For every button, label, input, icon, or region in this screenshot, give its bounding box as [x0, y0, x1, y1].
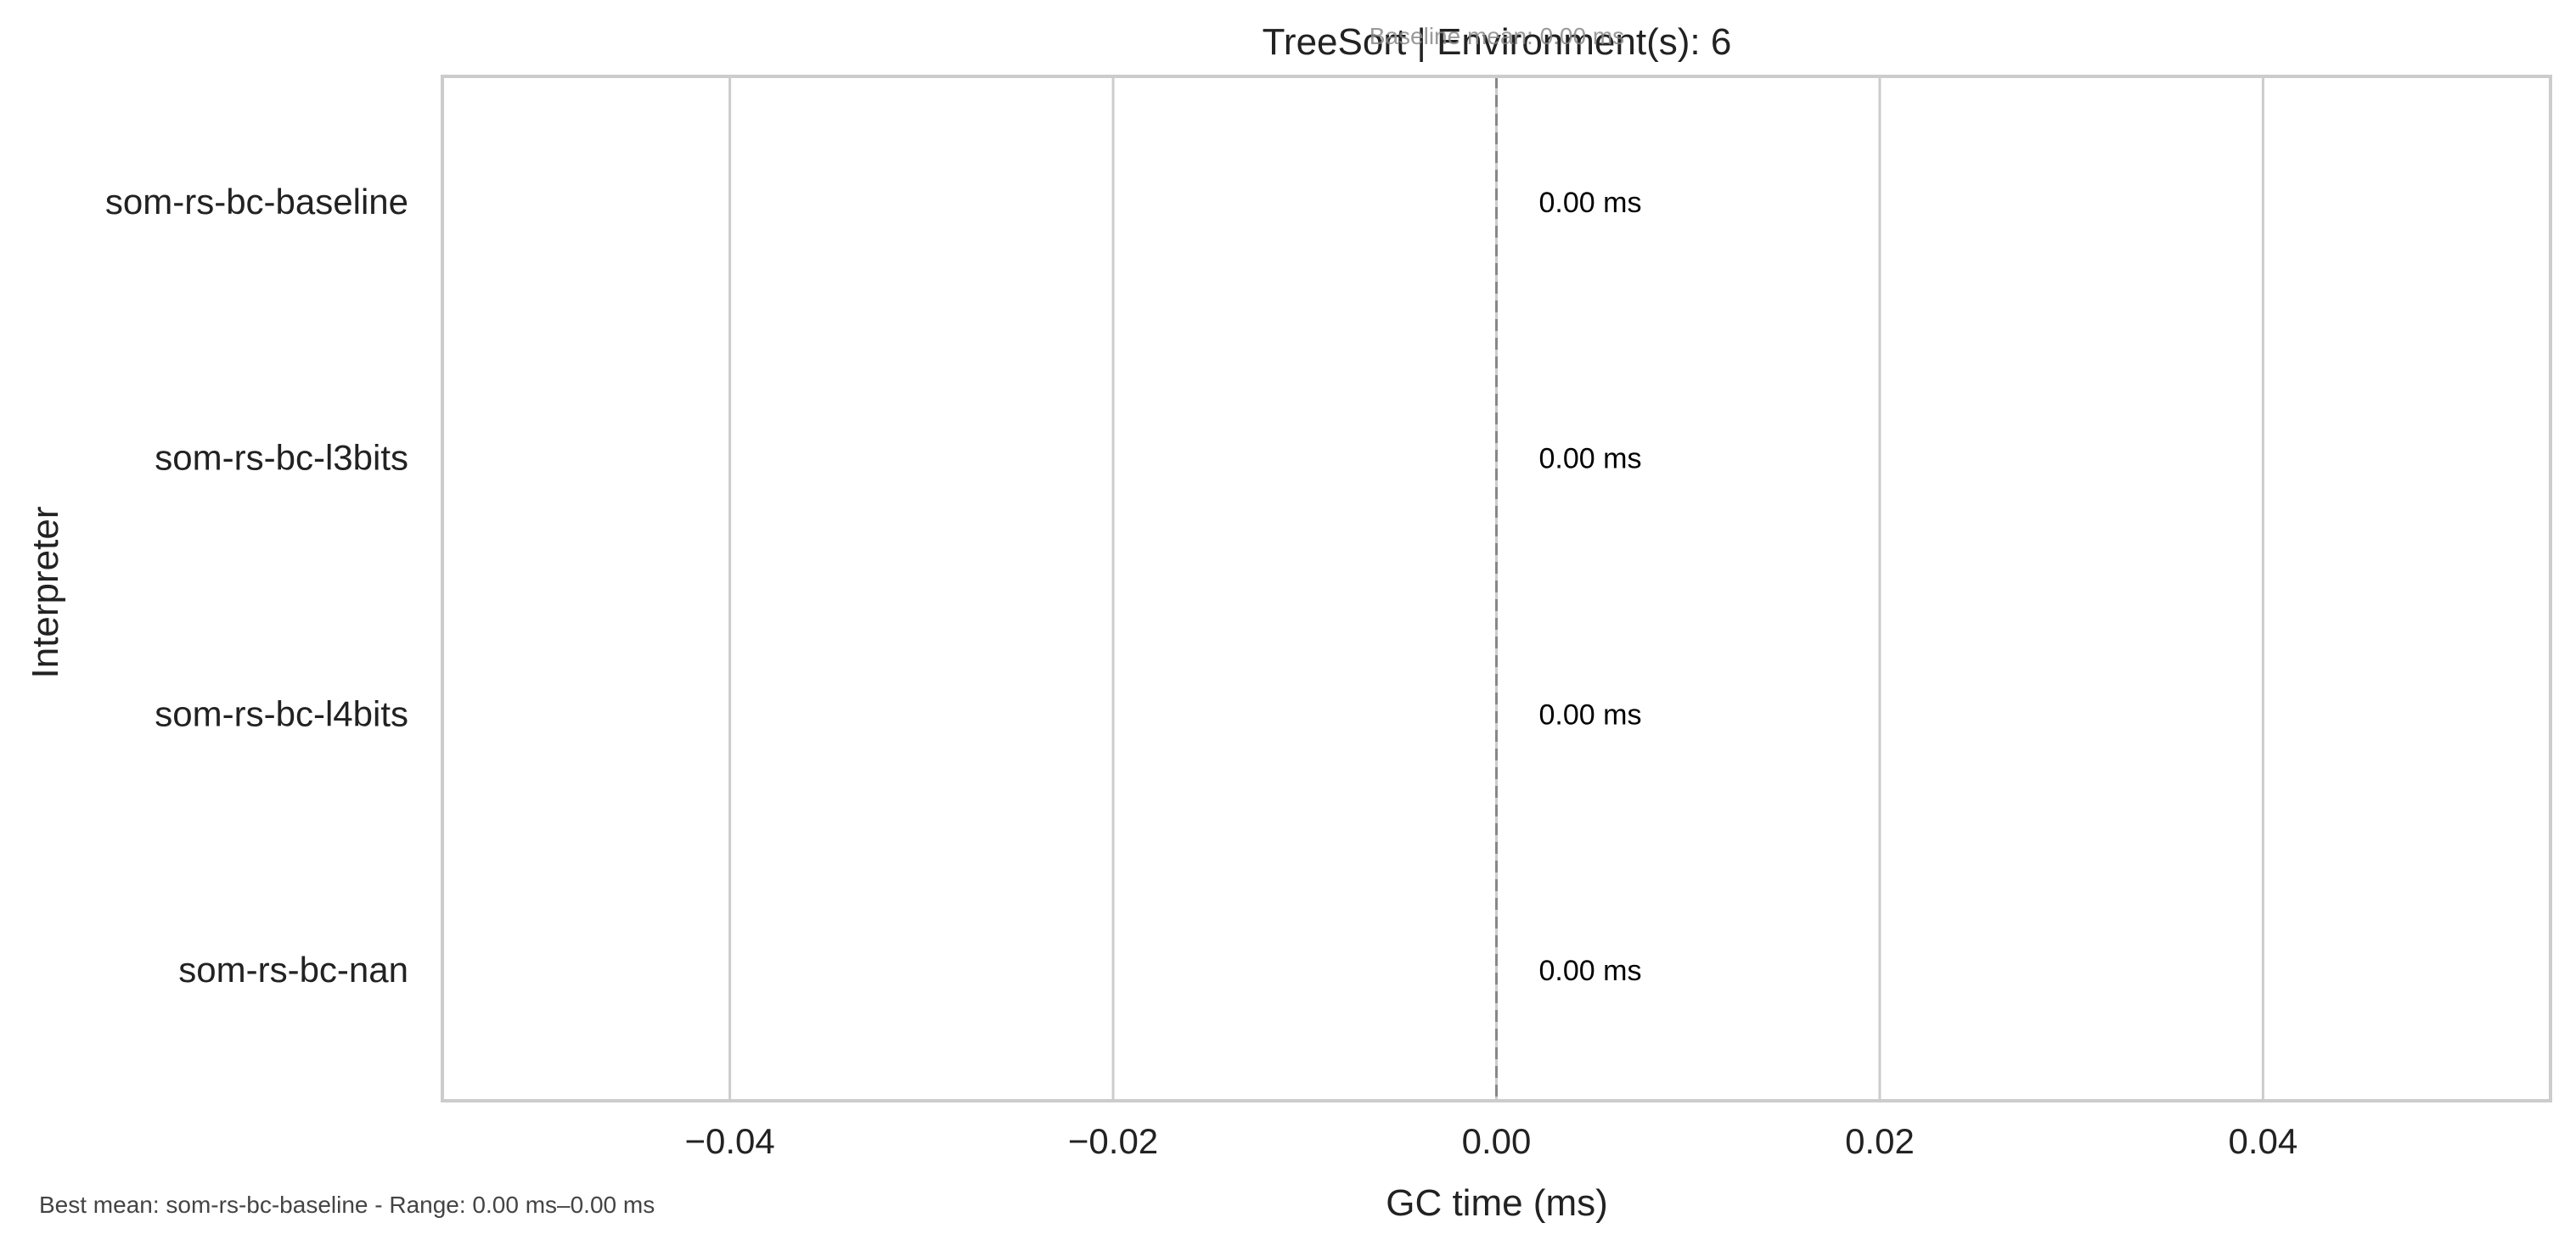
best-mean-footnote: Best mean: som-rs-bc-baseline - Range: 0…: [39, 1192, 655, 1218]
value-labels: 0.00 ms 0.00 ms 0.00 ms 0.00 ms: [1539, 187, 1642, 987]
x-tick-labels: −0.04 −0.02 0.00 0.02 0.04: [684, 1121, 2298, 1161]
x-tick-label: −0.04: [684, 1121, 774, 1161]
y-axis-label: Interpreter: [25, 507, 66, 679]
x-tick-label: 0.00: [1462, 1121, 1532, 1161]
x-tick-label: 0.02: [1845, 1121, 1915, 1161]
x-tick-label: −0.02: [1068, 1121, 1158, 1161]
x-axis-label: GC time (ms): [1386, 1182, 1608, 1224]
y-tick-label: som-rs-bc-nan: [178, 950, 408, 990]
plot-frame: [441, 75, 2552, 1102]
bar-value-label: 0.00 ms: [1539, 187, 1642, 219]
baseline-mean-annotation: Baseline mean: 0.00 ms: [1370, 23, 1624, 49]
y-tick-label: som-rs-bc-l3bits: [155, 438, 408, 478]
chart-title: TreeSort | Environment(s): 6: [1263, 21, 1732, 63]
bar-value-label: 0.00 ms: [1539, 955, 1642, 987]
bar-value-label: 0.00 ms: [1539, 443, 1642, 475]
bar-value-label: 0.00 ms: [1539, 698, 1642, 731]
y-tick-label: som-rs-bc-baseline: [105, 182, 408, 222]
x-tick-label: 0.04: [2229, 1121, 2298, 1161]
y-tick-labels: som-rs-bc-baseline som-rs-bc-l3bits som-rs…: [105, 182, 408, 990]
y-tick-label: som-rs-bc-l4bits: [155, 693, 408, 733]
